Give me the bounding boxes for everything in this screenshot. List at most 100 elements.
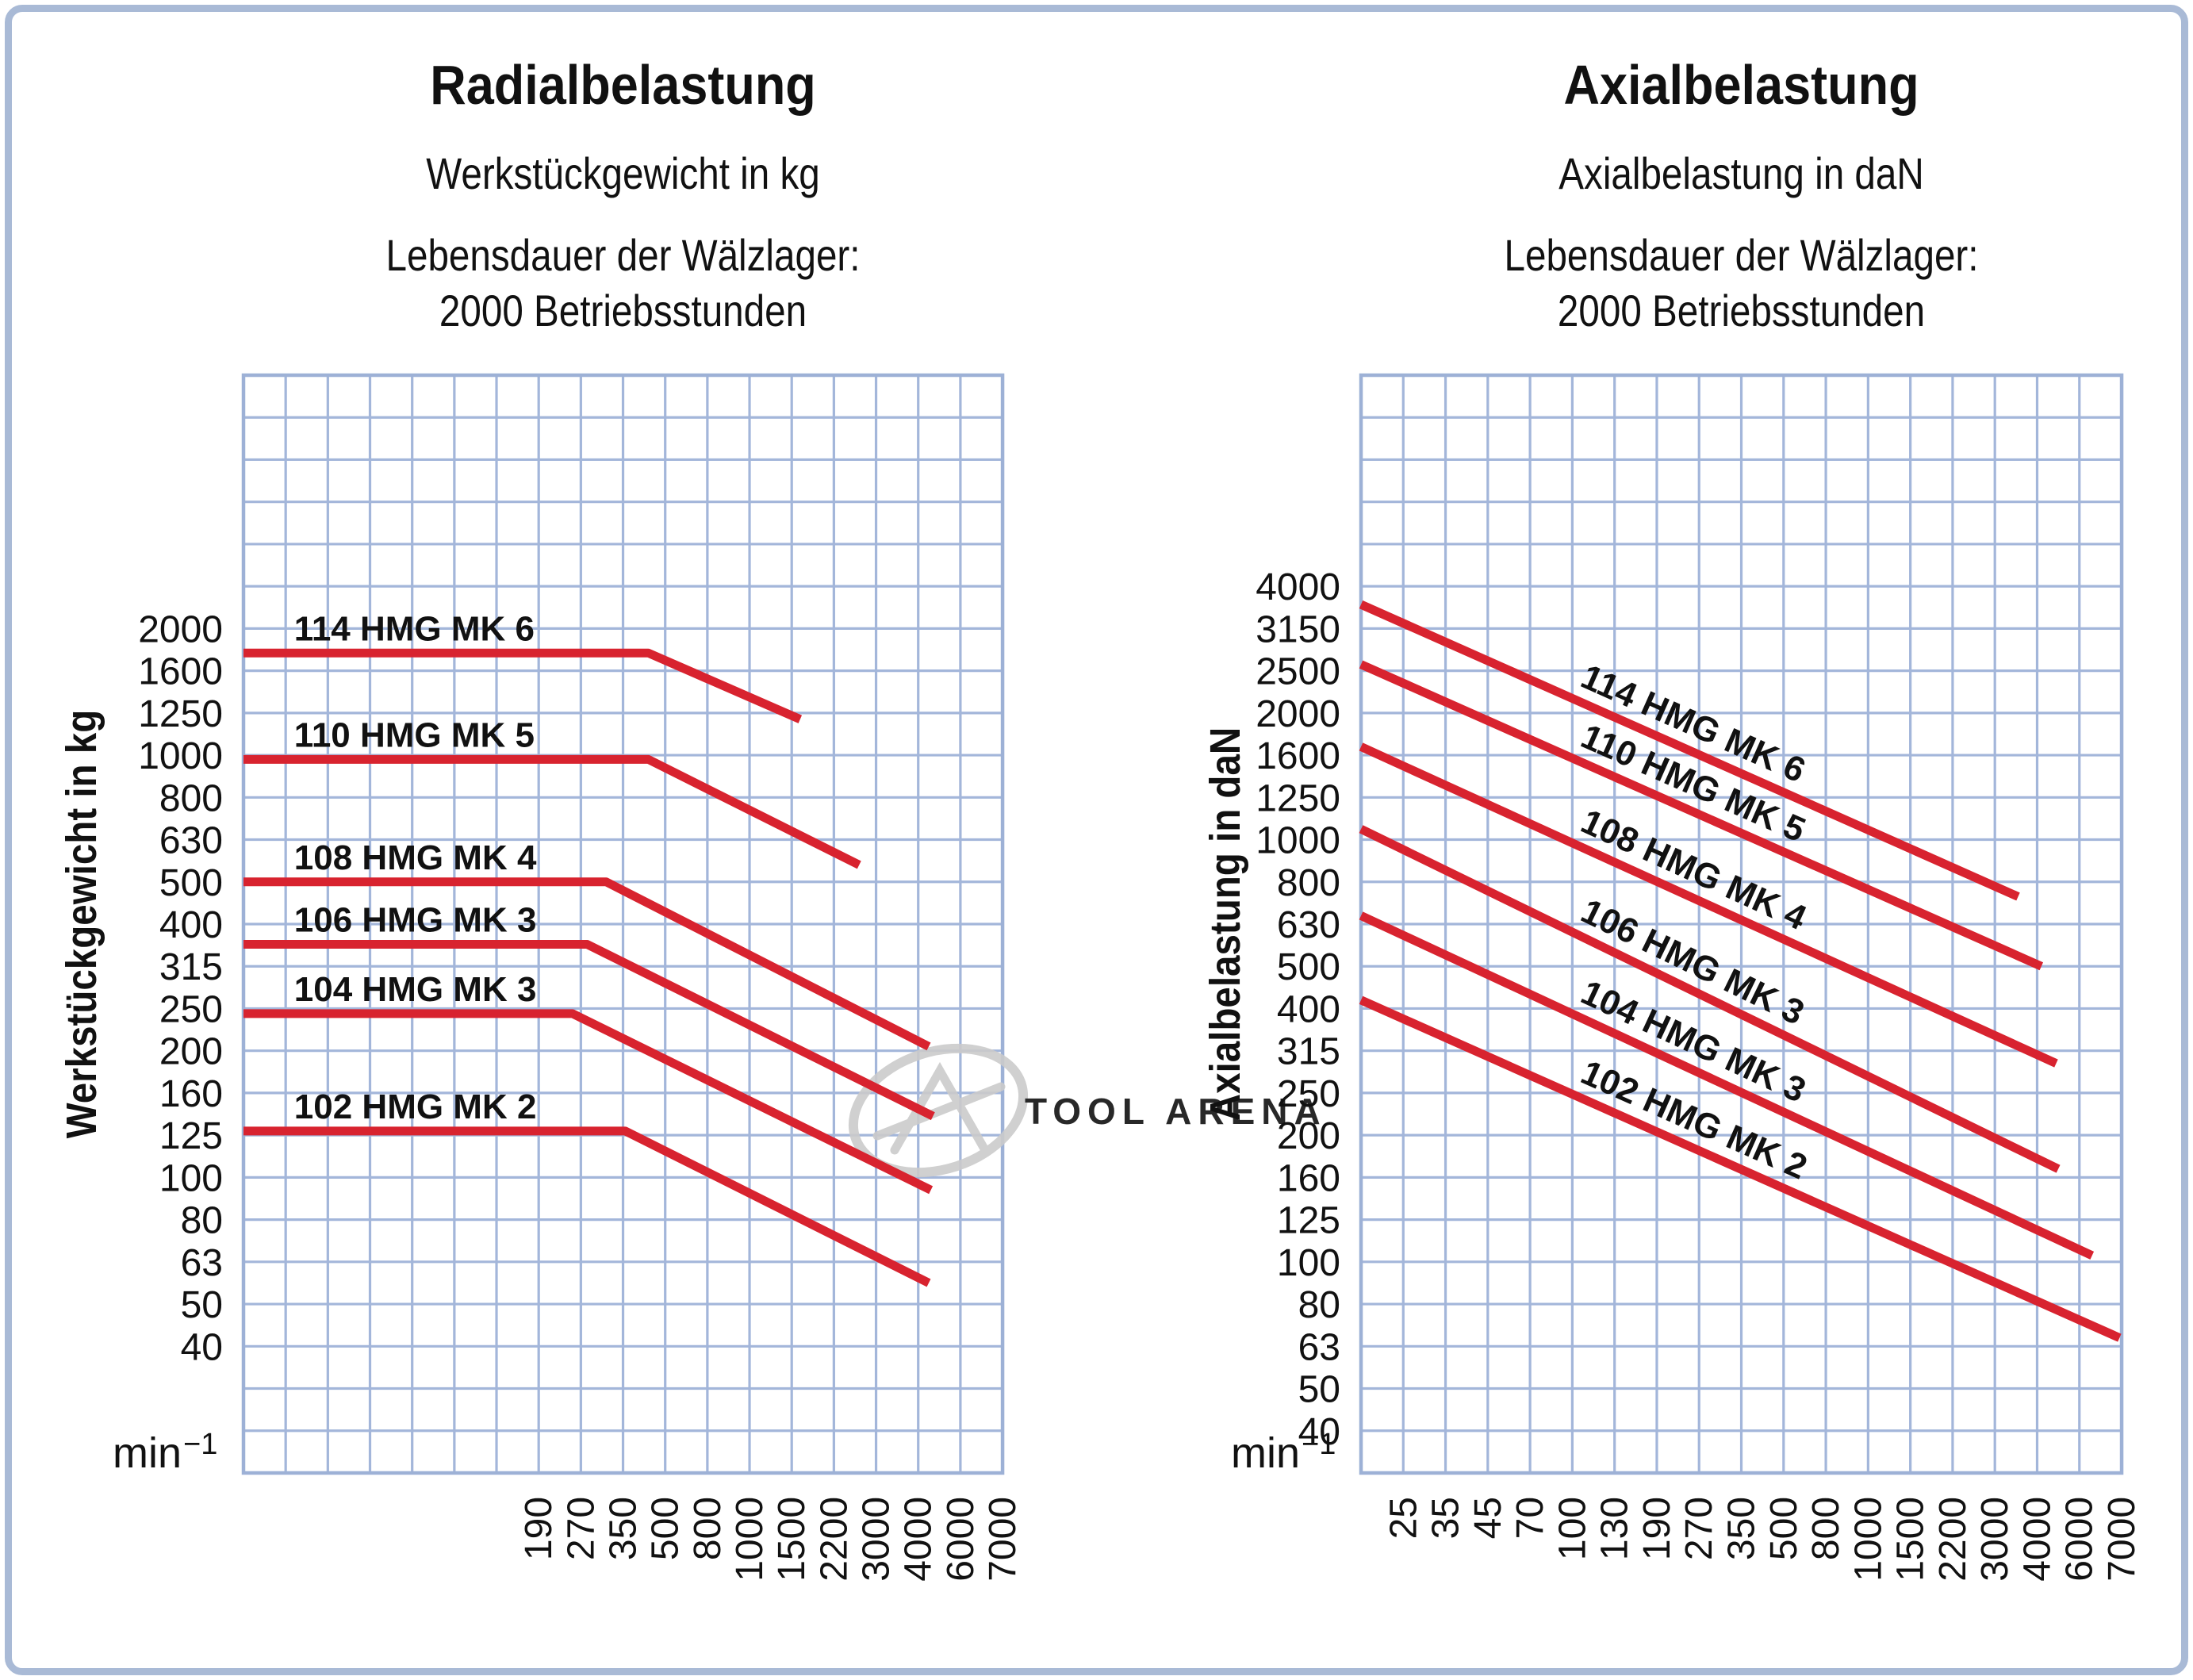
curve-102-hmg-mk-2 [243, 1126, 931, 1287]
axial-life-line2: 2000 Betriebsstunden [1557, 286, 1926, 336]
y-tick-label-axial: 1000 [1256, 820, 1340, 862]
y-tick-label-axial: 630 [1277, 904, 1340, 946]
watermark-layer: TOOL ARENA [848, 1043, 1327, 1178]
radial-x-unit-text: min [113, 1429, 182, 1477]
x-tick-label-radial: 800 [687, 1497, 729, 1560]
x-tick-label-axial: 4000 [2016, 1497, 2058, 1582]
y-tick-label-radial: 250 [159, 988, 223, 1030]
curves-axial [1359, 600, 2122, 1342]
y-tick-label-axial: 1250 [1256, 777, 1340, 819]
x-tick-label-axial: 3000 [1974, 1497, 2016, 1582]
y-tick-label-axial: 400 [1277, 988, 1340, 1030]
y-tick-label-axial: 200 [1277, 1115, 1340, 1157]
y-tick-label-axial: 500 [1277, 946, 1340, 988]
x-tick-label-axial: 500 [1763, 1497, 1805, 1560]
x-tick-label-axial: 190 [1636, 1497, 1678, 1560]
x-tick-label-radial: 1500 [771, 1497, 813, 1582]
grid-radial [241, 373, 1005, 1475]
x-tick-label-axial: 7000 [2101, 1497, 2143, 1582]
grid-border [1359, 373, 2124, 1475]
y-tick-label-radial: 40 [181, 1326, 223, 1368]
x-tick-label-axial: 35 [1425, 1497, 1467, 1539]
y-tick-label-radial: 400 [159, 904, 223, 946]
y-tick-label-radial: 160 [159, 1073, 223, 1115]
y-tick-label-axial: 125 [1277, 1200, 1340, 1242]
curve-114-hmg-mk-6 [243, 648, 803, 723]
axial-subtitle: Axialbelastung in daN [1558, 148, 1924, 198]
x-tick-label-radial: 3000 [856, 1497, 898, 1582]
y-tick-label-axial: 1600 [1256, 735, 1340, 777]
y-tick-label-radial: 125 [159, 1115, 223, 1157]
x-tick-label-radial: 7000 [982, 1497, 1024, 1582]
y-tick-label-axial: 3150 [1256, 608, 1340, 650]
radial-chart-header: Radialbelastung Werkstückgewicht in kg L… [243, 0, 1003, 333]
watermark-logo-ta-icon [872, 1061, 1006, 1155]
radial-life-line2: 2000 Betriebsstunden [439, 286, 807, 336]
y-tick-label-axial: 80 [1298, 1284, 1340, 1326]
curve-label-102-hmg-mk-2: 102 HMG MK 2 [294, 1087, 537, 1126]
x-tick-label-radial: 4000 [898, 1497, 940, 1582]
y-tick-label-radial: 63 [181, 1242, 223, 1284]
curves-radial [243, 648, 935, 1287]
curve-label-106-hmg-mk-3: 106 HMG MK 3 [294, 901, 537, 940]
x-tick-label-radial: 190 [518, 1497, 560, 1560]
x-tick-label-axial: 800 [1805, 1497, 1847, 1560]
watermark-text: TOOL ARENA [1025, 1091, 1327, 1132]
x-tick-label-axial: 25 [1382, 1497, 1424, 1539]
curve-104-hmg-mk-3 [243, 1009, 934, 1195]
y-tick-label-axial: 160 [1277, 1157, 1340, 1199]
y-tick-label-axial: 800 [1277, 862, 1340, 904]
curve-label-114-hmg-mk-6: 114 HMG MK 6 [294, 609, 535, 648]
y-tick-label-radial: 1250 [138, 693, 223, 735]
curve-110-hmg-mk-5 [1359, 660, 2044, 971]
y-tick-label-axial: 250 [1277, 1073, 1340, 1115]
y-tick-label-radial: 100 [159, 1157, 223, 1199]
x-tick-label-axial: 45 [1467, 1497, 1509, 1539]
radial-life-line1: Lebensdauer der Wälzlager: [385, 230, 861, 280]
curve-label-110-hmg-mk-5: 110 HMG MK 5 [294, 715, 535, 754]
axial-title: Axialbelastung [1563, 54, 1919, 116]
axial-x-unit-exponent: −1 [1302, 1428, 1336, 1461]
x-tick-label-radial: 1000 [729, 1497, 771, 1582]
x-tick-label-axial: 70 [1509, 1497, 1551, 1539]
grid-layer [241, 373, 2124, 1475]
y-tick-label-radial: 800 [159, 777, 223, 819]
watermark-logo-ellipse-icon [848, 1043, 1029, 1178]
radial-subtitle: Werkstückgewicht in kg [426, 148, 820, 198]
x-tick-label-radial: 2200 [813, 1497, 855, 1582]
radial-x-unit-exponent: −1 [183, 1428, 218, 1461]
curve-label-108-hmg-mk-4: 108 HMG MK 4 [294, 838, 537, 877]
curve-108-hmg-mk-4 [243, 877, 931, 1051]
y-tick-label-axial: 315 [1277, 1031, 1340, 1073]
curve-114-hmg-mk-6 [1359, 600, 2020, 901]
radial-x-unit-label: min−1 [113, 1426, 218, 1478]
y-tick-label-radial: 50 [181, 1284, 223, 1326]
x-tick-label-axial: 2200 [1932, 1497, 1974, 1582]
curve-106-hmg-mk-3 [1359, 825, 2061, 1173]
y-tick-label-axial: 50 [1298, 1369, 1340, 1411]
y-tick-label-axial: 63 [1298, 1326, 1340, 1368]
x-tick-label-axial: 130 [1594, 1497, 1636, 1560]
y-tick-label-radial: 200 [159, 1031, 223, 1073]
y-tick-label-radial: 1600 [138, 651, 223, 693]
axial-life-line1: Lebensdauer der Wälzlager: [1504, 230, 1979, 280]
tool-arena-watermark: TOOL ARENA [848, 1043, 1327, 1178]
x-tick-label-axial: 270 [1678, 1497, 1720, 1560]
page-title: Radialbelastung [430, 54, 816, 116]
x-tick-label-radial: 500 [645, 1497, 687, 1560]
x-tick-label-axial: 6000 [2059, 1497, 2101, 1582]
y-tick-label-axial: 2500 [1256, 651, 1340, 693]
y-tick-label-radial: 315 [159, 946, 223, 988]
y-tick-label-radial: 2000 [138, 608, 223, 650]
x-tick-label-radial: 270 [560, 1497, 602, 1560]
y-tick-label-axial: 40 [1298, 1411, 1340, 1453]
curve-label-104-hmg-mk-3: 104 HMG MK 3 [294, 970, 537, 1009]
y-tick-label-radial: 630 [159, 820, 223, 862]
curve-110-hmg-mk-5 [243, 754, 861, 869]
y-tick-label-radial: 1000 [138, 735, 223, 777]
axial-y-axis-title: Axialbelastung in daN [1202, 727, 1249, 1122]
y-tick-label-axial: 100 [1277, 1242, 1340, 1284]
y-tick-label-radial: 500 [159, 862, 223, 904]
